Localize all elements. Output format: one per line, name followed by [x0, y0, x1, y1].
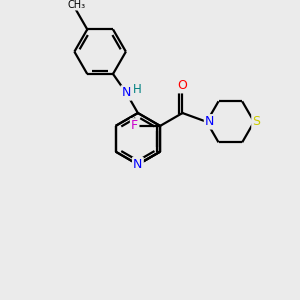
Text: N: N [205, 115, 214, 128]
Text: F: F [131, 119, 138, 132]
Text: N: N [122, 86, 131, 99]
Text: CH₃: CH₃ [67, 0, 86, 10]
Text: O: O [178, 79, 188, 92]
Text: H: H [133, 83, 141, 96]
Text: S: S [253, 115, 260, 128]
Text: N: N [133, 158, 142, 171]
